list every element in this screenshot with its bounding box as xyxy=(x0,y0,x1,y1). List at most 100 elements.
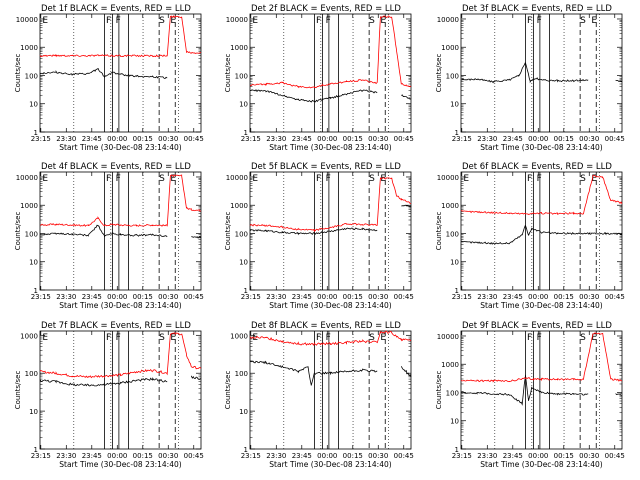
marker-label: F xyxy=(527,16,532,26)
marker-label: S xyxy=(580,16,586,26)
events-series-line xyxy=(249,360,412,386)
detector-panel: Det 5f BLACK = Events, RED = LLD 1 10 100 10… xyxy=(224,162,414,310)
y-axis-label: Counts/sec xyxy=(435,371,443,410)
detector-panel: Det 8f BLACK = Events, RED = LLD 1 10 100 10… xyxy=(224,321,414,469)
y-tick-label: 10000 xyxy=(437,333,459,341)
x-tick-label: 23:30 xyxy=(477,293,497,301)
x-tick-label: 00:00 xyxy=(528,135,548,143)
x-tick-label: 00:30 xyxy=(368,135,388,143)
marker-label: F xyxy=(537,16,542,26)
events-series-line xyxy=(460,374,623,406)
marker-label: S xyxy=(580,333,586,343)
marker-label: E xyxy=(42,333,48,343)
y-tick-label: 10 xyxy=(29,408,38,416)
y-tick-label: 100 xyxy=(446,230,459,238)
marker-label: E xyxy=(591,174,597,184)
x-tick-label: 00:15 xyxy=(554,452,574,460)
x-tick-label: 23:15 xyxy=(31,452,51,460)
marker-label: E xyxy=(591,16,597,26)
marker-label: F xyxy=(116,174,121,184)
marker-label: F xyxy=(326,16,331,26)
x-tick-label: 00:00 xyxy=(528,293,548,301)
y-axis-label: Counts/sec xyxy=(435,212,443,251)
marker-label: E xyxy=(252,174,258,184)
x-tick-label: 00:15 xyxy=(343,293,363,301)
y-tick-label: 100 xyxy=(25,370,38,378)
panel-title: Det 9f BLACK = Events, RED = LLD xyxy=(462,321,612,331)
y-tick-label: 1000 xyxy=(20,202,38,210)
x-tick-label: 00:00 xyxy=(107,293,127,301)
panel-title: Det 5f BLACK = Events, RED = LLD xyxy=(251,162,401,172)
events-series-line xyxy=(460,225,623,245)
x-tick-label: 23:45 xyxy=(82,293,102,301)
y-tick-label: 1000 xyxy=(230,44,248,52)
x-tick-label: 23:45 xyxy=(503,452,523,460)
marker-label: F xyxy=(537,174,542,184)
detector-panel: Det 4f BLACK = Events, RED = LLD 1 10 100 10… xyxy=(14,162,204,310)
y-tick-label: 1 xyxy=(34,287,38,295)
events-series-line xyxy=(39,375,202,387)
panel-title: Det 3f BLACK = Events, RED = LLD xyxy=(462,4,612,14)
plot-frame xyxy=(460,13,623,133)
x-tick-label: 00:45 xyxy=(605,135,625,143)
x-tick-label: 23:15 xyxy=(31,293,51,301)
y-tick-label: 1000 xyxy=(20,332,38,340)
marker-label: F xyxy=(326,333,331,343)
x-axis-label: Start Time (30-Dec-08 23:14:40) xyxy=(59,460,181,469)
marker-label: S xyxy=(369,333,375,343)
events-series-line xyxy=(249,89,412,103)
y-tick-label: 10 xyxy=(450,259,459,267)
plot-frame xyxy=(460,171,623,291)
events-series-line xyxy=(460,62,623,84)
marker-label: S xyxy=(369,174,375,184)
marker-label: F xyxy=(116,16,121,26)
marker-label: F xyxy=(316,174,321,184)
x-tick-label: 00:30 xyxy=(368,293,388,301)
x-tick-label: 00:45 xyxy=(184,293,204,301)
y-tick-label: 1 xyxy=(34,446,38,454)
y-tick-label: 10000 xyxy=(16,16,38,24)
y-tick-label: 10 xyxy=(450,101,459,109)
y-tick-label: 10000 xyxy=(437,16,459,24)
detector-panel: Det 3f BLACK = Events, RED = LLD 1 10 100 10… xyxy=(435,4,625,152)
plot-frame xyxy=(39,330,202,450)
x-tick-label: 23:30 xyxy=(266,293,286,301)
y-tick-label: 100 xyxy=(446,389,459,397)
marker-label: S xyxy=(369,16,375,26)
plot-frame xyxy=(249,171,412,291)
y-tick-label: 100 xyxy=(25,230,38,238)
y-tick-label: 1 xyxy=(455,446,459,454)
y-axis-label: Counts/sec xyxy=(224,54,232,93)
lld-series-line xyxy=(249,15,412,89)
x-tick-label: 00:00 xyxy=(317,452,337,460)
plot-frame xyxy=(460,330,623,450)
marker-label: F xyxy=(106,174,111,184)
x-tick-label: 00:15 xyxy=(133,452,153,460)
y-tick-label: 1000 xyxy=(20,44,38,52)
x-tick-label: 23:30 xyxy=(56,135,76,143)
y-tick-label: 100 xyxy=(235,230,248,238)
marker-label: F xyxy=(527,174,532,184)
y-axis-label: Counts/sec xyxy=(435,54,443,93)
x-axis-label: Start Time (30-Dec-08 23:14:40) xyxy=(480,460,602,469)
marker-label: S xyxy=(159,174,165,184)
x-tick-label: 23:30 xyxy=(266,135,286,143)
x-tick-label: 00:00 xyxy=(107,452,127,460)
y-tick-label: 1000 xyxy=(441,361,459,369)
detector-panel: Det 9f BLACK = Events, RED = LLD 1 10 100 10… xyxy=(435,321,625,469)
y-tick-label: 100 xyxy=(25,72,38,80)
y-tick-label: 10 xyxy=(239,408,248,416)
marker-label: F xyxy=(537,333,542,343)
y-tick-label: 1000 xyxy=(230,332,248,340)
y-tick-label: 1 xyxy=(244,129,248,137)
y-axis-label: Counts/sec xyxy=(224,212,232,251)
y-axis-label: Counts/sec xyxy=(14,54,22,93)
marker-label: F xyxy=(106,16,111,26)
x-axis-label: Start Time (30-Dec-08 23:14:40) xyxy=(59,301,181,310)
x-tick-label: 00:30 xyxy=(158,135,178,143)
x-tick-label: 00:00 xyxy=(317,293,337,301)
x-tick-label: 00:30 xyxy=(579,293,599,301)
marker-label: E xyxy=(591,333,597,343)
x-tick-label: 23:30 xyxy=(266,452,286,460)
x-tick-label: 23:45 xyxy=(292,293,312,301)
